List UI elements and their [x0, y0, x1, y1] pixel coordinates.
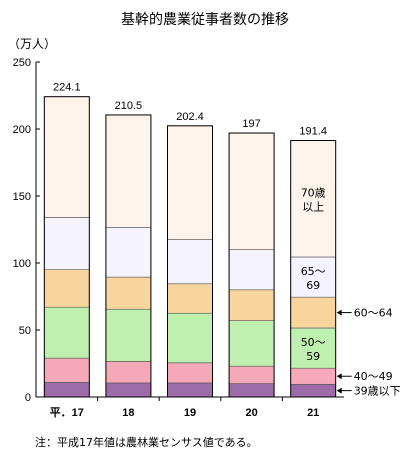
bar-segment-1-3 — [105, 276, 152, 310]
bar-segment-1-1 — [105, 361, 152, 384]
side-label-1: 40〜49 — [354, 370, 393, 383]
bar-segment-3-2 — [228, 320, 275, 367]
axes-group: 0 50 100 150 200 250 — [13, 57, 344, 404]
bar-segment-0-2 — [43, 306, 90, 359]
inner-label-2-a: 70歳 — [301, 187, 326, 200]
total-label-3: 197 — [242, 118, 260, 130]
bar-segment-2-1 — [167, 362, 213, 384]
bar-segment-3-4 — [228, 249, 275, 291]
bar-segment-3-5 — [228, 132, 275, 250]
bar-segment-2-3 — [167, 283, 213, 314]
side-label-2: 39歳以下 — [354, 385, 400, 398]
side-label-0: 60〜64 — [354, 307, 393, 320]
inner-label-0-b: 59 — [306, 350, 320, 363]
bar-segment-2-4 — [167, 239, 213, 285]
bar-segment-3-3 — [228, 289, 275, 321]
y-tick-label-1: 50 — [19, 325, 31, 337]
side-arrow-head-1 — [336, 373, 342, 380]
bar-segment-4-0 — [290, 383, 337, 398]
bar-segment-2-0 — [167, 382, 213, 398]
bar-segment-0-1 — [43, 357, 90, 383]
y-tick-label-4: 200 — [13, 124, 31, 136]
bar-segment-1-2 — [105, 308, 152, 362]
total-label-1: 210.5 — [115, 100, 143, 112]
x-tick-label-3: 20 — [245, 407, 257, 419]
bar-segment-0-5 — [43, 96, 90, 218]
bar-segment-0-4 — [43, 217, 90, 271]
bar-segment-2-2 — [167, 312, 213, 364]
total-label-0: 224.1 — [53, 82, 81, 94]
y-tick-label-2: 100 — [13, 258, 31, 270]
footnote: 注：平成17年値は農林業センサス値である。 — [35, 435, 258, 449]
x-tick-label-2: 19 — [184, 407, 196, 419]
inner-label-1-a: 65〜 — [301, 265, 326, 278]
bar-segment-0-3 — [43, 269, 90, 308]
y-axis-unit: （万人） — [8, 37, 56, 51]
side-arrow-head-0 — [336, 309, 342, 316]
bar-segment-1-0 — [105, 382, 152, 398]
y-tick-label-3: 150 — [13, 191, 31, 203]
labels-group: 224.1 平．17 210.5 18 202.4 19 197 20 191.4 21 50〜59… — [50, 82, 400, 419]
inner-label-2-b: 以上 — [302, 201, 324, 214]
total-label-4: 191.4 — [299, 126, 327, 138]
bar-segment-3-0 — [228, 383, 275, 398]
x-tick-label-0: 平．17 — [50, 406, 84, 419]
bar-segment-4-3 — [290, 296, 337, 329]
bars-group — [43, 96, 337, 398]
y-tick-label-0: 0 — [25, 392, 31, 404]
bar-segment-4-1 — [290, 367, 337, 385]
side-arrow-head-2 — [336, 387, 342, 394]
total-label-2: 202.4 — [176, 111, 204, 123]
inner-label-0-a: 50〜 — [301, 336, 326, 349]
y-tick-label-5: 250 — [13, 57, 31, 69]
inner-label-1-b: 69 — [306, 279, 320, 292]
bar-segment-1-4 — [105, 227, 152, 278]
chart-title: 基幹的農業従事者数の推移 — [121, 11, 289, 28]
bar-segment-4-2 — [290, 327, 337, 369]
x-tick-label-4: 21 — [307, 407, 319, 419]
x-tick-label-1: 18 — [122, 407, 134, 419]
bar-segment-0-0 — [43, 381, 90, 398]
bar-segment-2-5 — [167, 125, 213, 240]
bar-segment-1-5 — [105, 114, 152, 228]
bar-segment-3-1 — [228, 365, 275, 384]
